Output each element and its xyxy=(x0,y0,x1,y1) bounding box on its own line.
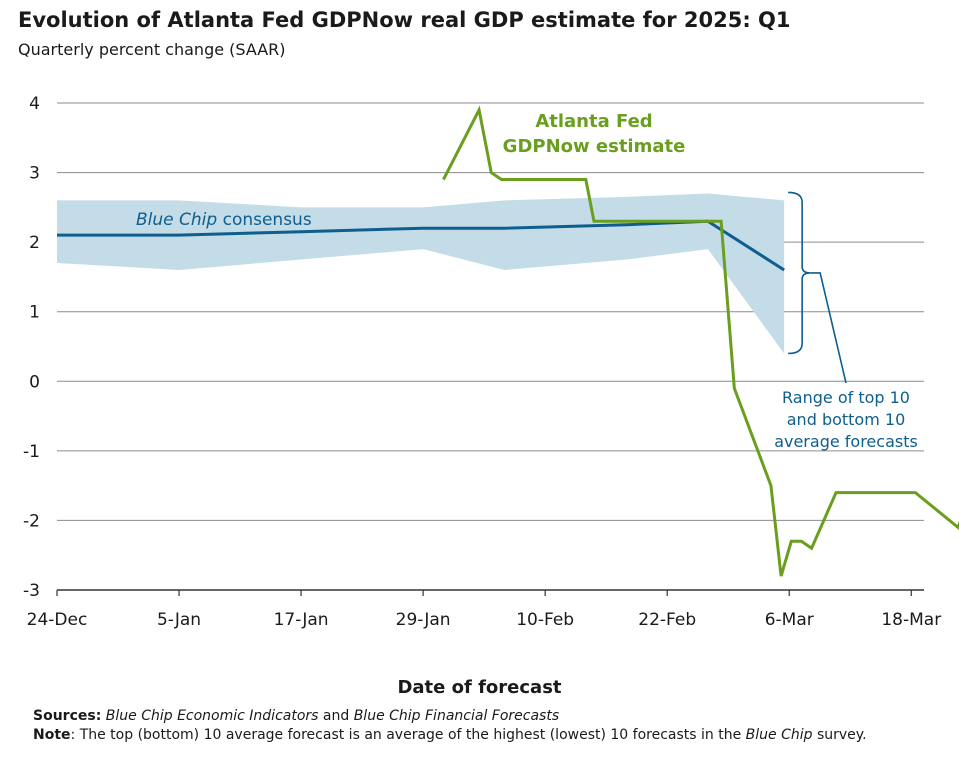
chart-notes: Sources: Blue Chip Economic Indicators a… xyxy=(33,707,933,745)
gdpnow-label-line1: Atlanta Fed xyxy=(535,111,652,132)
range-label-line3: average forecasts xyxy=(774,432,918,451)
bluechip-label-rest: consensus xyxy=(217,210,312,230)
y-tick-label: -1 xyxy=(23,442,40,462)
note-text2: survey. xyxy=(812,727,867,743)
bluechip-label: Blue Chip consensus xyxy=(136,210,312,230)
x-tick-label: 5-Jan xyxy=(157,610,201,630)
sources-part3: Blue Chip Financial Forecasts xyxy=(353,708,560,724)
x-tick-label: 24-Dec xyxy=(27,610,88,630)
note-label: Note xyxy=(33,727,71,743)
x-tick-label: 6-Mar xyxy=(765,610,814,630)
line-chart: 4 3 2 1 0 -1 -2 -3 24-Dec 5-Jan 17-Jan 29-Jan 10-Fe… xyxy=(23,94,959,630)
range-bracket xyxy=(788,191,811,355)
x-tick-label: 18-Mar xyxy=(881,610,941,630)
y-tick-label: -2 xyxy=(23,511,40,531)
y-tick-label: 2 xyxy=(29,233,40,253)
note-line: Note: The top (bottom) 10 average foreca… xyxy=(33,726,933,745)
x-tick-label: 17-Jan xyxy=(274,610,329,630)
x-tick-label: 29-Jan xyxy=(396,610,451,630)
y-tick-label: 3 xyxy=(29,164,40,184)
sources-label: Sources: xyxy=(33,708,102,724)
x-tick-label: 22-Feb xyxy=(638,610,696,630)
range-leader-line xyxy=(810,272,847,384)
y-tick-label: 4 xyxy=(29,94,40,114)
chart-title: Evolution of Atlanta Fed GDPNow real GDP… xyxy=(18,8,791,32)
y-tick-label: 1 xyxy=(29,303,40,323)
sources-part2: and xyxy=(318,708,354,724)
x-tick-label: 10-Feb xyxy=(516,610,574,630)
sources-part1: Blue Chip Economic Indicators xyxy=(105,708,319,724)
chart-subtitle: Quarterly percent change (SAAR) xyxy=(18,40,286,59)
gdpnow-label-line2: GDPNow estimate xyxy=(503,136,686,157)
y-tick-label: 0 xyxy=(29,372,40,392)
note-text1: : The top (bottom) 10 average forecast i… xyxy=(70,727,746,743)
y-tick-label: -3 xyxy=(23,581,40,601)
sources-line: Sources: Blue Chip Economic Indicators a… xyxy=(33,707,933,726)
note-italic: Blue Chip xyxy=(745,727,813,743)
range-label-line1: Range of top 10 xyxy=(782,388,910,407)
x-axis-label: Date of forecast xyxy=(397,677,562,698)
series-line-gdpnow xyxy=(442,105,959,577)
bluechip-label-italic: Blue Chip xyxy=(136,210,217,230)
range-label-line2: and bottom 10 xyxy=(787,410,906,429)
